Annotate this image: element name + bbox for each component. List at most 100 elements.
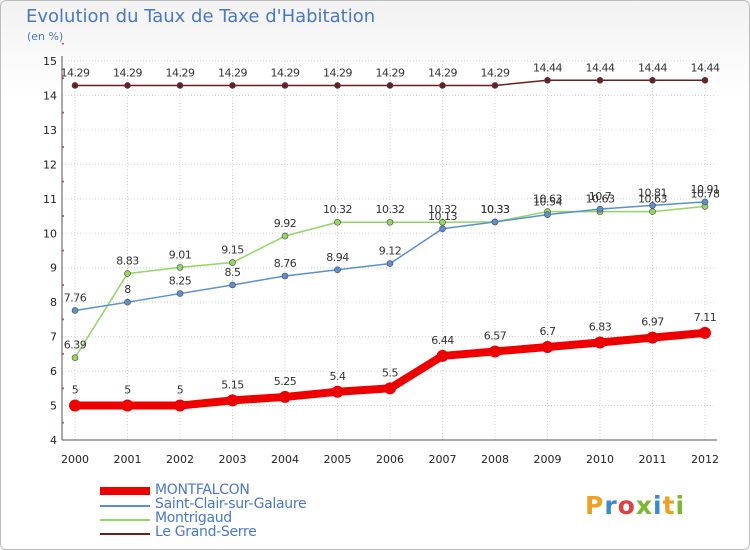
data-point — [121, 399, 134, 412]
x-tick-label: 2007 — [429, 453, 457, 466]
data-label: 14.29 — [113, 66, 142, 79]
logo-letter: o — [617, 491, 636, 520]
data-label: 10.81 — [638, 186, 667, 199]
data-label: 14.44 — [638, 61, 667, 74]
data-label: 14.29 — [481, 66, 510, 79]
data-point — [439, 218, 446, 226]
logo-letter: i — [675, 491, 686, 520]
data-point — [334, 266, 341, 274]
data-label: 14.29 — [376, 66, 405, 79]
data-point — [439, 225, 446, 233]
legend-swatch — [100, 505, 150, 507]
data-point — [491, 218, 499, 226]
data-point — [699, 326, 711, 339]
data-label: 10.63 — [586, 193, 615, 206]
data-label: 8.76 — [274, 257, 297, 270]
y-tick-label: 4 — [50, 434, 57, 447]
data-label: 10.32 — [428, 203, 457, 216]
data-point — [594, 336, 606, 349]
data-label: 6.83 — [589, 320, 612, 333]
data-point — [124, 270, 131, 277]
data-point — [491, 82, 499, 89]
logo-letter: r — [604, 491, 618, 520]
data-label: 10.32 — [376, 203, 405, 216]
data-point — [124, 298, 131, 306]
data-point — [69, 399, 81, 412]
data-point — [176, 290, 184, 297]
data-point — [174, 399, 186, 412]
data-label: 8 — [124, 283, 131, 296]
data-point — [226, 394, 239, 407]
data-label: 8.94 — [326, 251, 349, 264]
data-label: 9.01 — [169, 248, 192, 261]
data-label: 14.29 — [323, 66, 352, 79]
data-point — [384, 382, 396, 395]
chart-unit-label: (en %) — [27, 30, 64, 43]
y-tick-label: 14 — [43, 89, 57, 102]
data-point — [649, 208, 656, 215]
x-tick-label: 2001 — [114, 453, 142, 466]
data-label: 14.29 — [428, 66, 457, 79]
y-tick-label: 5 — [50, 400, 57, 413]
data-label: 6.57 — [484, 329, 507, 342]
data-label: 9.92 — [274, 217, 297, 230]
y-tick-label: 13 — [43, 124, 57, 137]
y-tick-label: 10 — [43, 227, 57, 240]
data-point — [176, 82, 184, 89]
data-label: 10.33 — [481, 203, 510, 216]
data-label: 5.15 — [221, 378, 244, 391]
legend-label: Le Grand-Serre — [155, 524, 257, 540]
y-tick-label: 7 — [50, 331, 57, 344]
proxiti-logo: Proxiti — [585, 491, 685, 520]
data-label: 14.44 — [533, 61, 562, 74]
data-point — [386, 260, 394, 267]
data-point — [334, 218, 341, 226]
x-tick-label: 2009 — [534, 453, 562, 466]
y-minor-tick — [62, 42, 64, 45]
data-point — [544, 76, 551, 84]
logo-letter: i — [653, 491, 663, 520]
data-point — [701, 76, 709, 84]
data-label: 5 — [124, 384, 131, 397]
data-label: 14.29 — [61, 66, 90, 79]
data-point — [229, 281, 236, 289]
data-point — [229, 259, 236, 266]
data-point — [701, 198, 709, 206]
data-label: 8.5 — [225, 266, 241, 279]
x-tick-label: 2003 — [219, 453, 247, 466]
legend-swatch — [100, 519, 150, 521]
data-point — [544, 211, 551, 218]
logo-letter: P — [585, 491, 605, 520]
x-tick-label: 2008 — [481, 453, 509, 466]
data-point — [229, 82, 236, 89]
data-point — [386, 218, 394, 226]
data-point — [439, 82, 446, 89]
data-label: 10.63 — [638, 193, 667, 206]
data-label: 5 — [177, 384, 184, 397]
data-point — [596, 76, 604, 84]
y-tick-label: 9 — [50, 262, 57, 275]
x-tick-label: 2010 — [586, 453, 614, 466]
data-label: 10.7 — [589, 190, 612, 203]
legend-label: Montrigaud — [155, 510, 232, 526]
data-label: 10.13 — [428, 210, 457, 223]
data-point — [541, 340, 554, 353]
data-point — [71, 307, 79, 314]
data-label: 10.78 — [691, 187, 720, 200]
y-tick-label: 6 — [50, 365, 57, 378]
plot-area — [62, 61, 715, 440]
data-point — [646, 331, 659, 344]
x-tick-label: 2002 — [166, 453, 194, 466]
data-point — [489, 345, 501, 358]
logo-letter: t — [662, 491, 676, 520]
y-tick-label: 15 — [43, 55, 57, 68]
data-label: 7.76 — [64, 291, 87, 304]
legend-label: Saint-Clair-sur-Galaure — [155, 496, 307, 512]
x-tick-label: 2000 — [61, 453, 89, 466]
data-label: 14.44 — [691, 61, 720, 74]
x-tick-label: 2012 — [691, 453, 719, 466]
data-point — [281, 82, 289, 89]
data-point — [331, 385, 344, 398]
data-point — [334, 82, 341, 89]
data-label: 10.91 — [691, 183, 720, 196]
